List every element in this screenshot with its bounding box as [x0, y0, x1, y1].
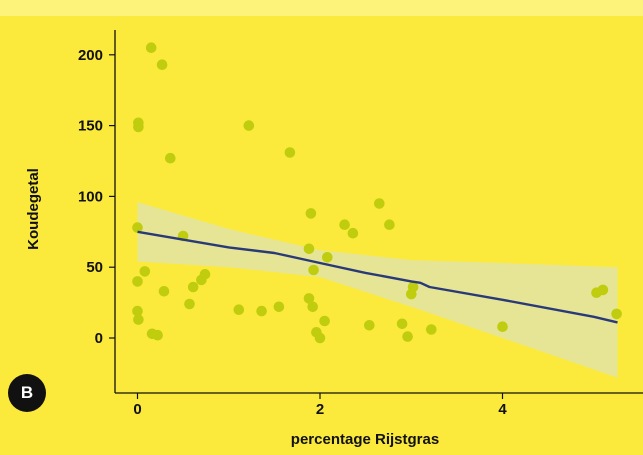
data-point	[319, 315, 330, 327]
x-tick-label: 4	[498, 401, 507, 418]
axes-layer	[114, 30, 643, 394]
data-point	[396, 318, 408, 330]
data-point	[152, 329, 163, 341]
confidence-band	[137, 202, 618, 378]
y-tick-label: 0	[95, 330, 103, 347]
y-tick-layer: 0 50 100 150 200	[78, 47, 115, 347]
y-tick-label: 150	[78, 118, 103, 135]
data-point	[158, 286, 170, 297]
data-points-layer	[132, 42, 622, 344]
data-point	[133, 314, 144, 325]
data-point	[199, 269, 211, 280]
panel-label-badge: B	[8, 374, 46, 412]
data-point	[611, 308, 622, 320]
data-point	[407, 281, 419, 293]
data-point	[497, 321, 508, 333]
y-tick-label: 100	[78, 188, 103, 205]
confidence-band-layer	[137, 202, 618, 378]
trend-line	[137, 230, 618, 324]
data-point	[132, 305, 143, 317]
data-point	[322, 251, 333, 263]
data-point	[139, 266, 151, 277]
data-point	[374, 198, 385, 209]
data-point	[273, 301, 285, 313]
data-point	[308, 264, 319, 276]
x-tick-label: 2	[316, 401, 324, 418]
data-point	[402, 331, 413, 342]
data-point	[597, 284, 609, 296]
data-point	[364, 320, 375, 331]
data-point	[303, 293, 315, 304]
data-point	[243, 120, 255, 131]
data-point	[384, 219, 395, 230]
y-axis-title: Koudegetal	[25, 168, 42, 250]
data-point	[339, 219, 350, 230]
data-point	[187, 281, 199, 293]
data-point	[284, 147, 296, 158]
x-axis-title: percentage Rijstgras	[291, 431, 439, 448]
data-point	[303, 243, 315, 255]
data-point	[165, 152, 176, 164]
data-point	[305, 208, 317, 219]
data-point	[307, 301, 319, 313]
data-point	[132, 222, 143, 233]
trend-line-layer	[137, 230, 618, 324]
data-point	[156, 59, 168, 70]
data-point	[132, 276, 143, 287]
data-point	[133, 121, 144, 133]
data-point	[184, 298, 195, 310]
data-point	[314, 332, 326, 344]
x-tick-label: 0	[133, 401, 141, 418]
data-point	[347, 227, 359, 239]
y-tick-label: 200	[78, 47, 103, 64]
data-point	[256, 305, 267, 317]
data-point	[426, 324, 437, 335]
data-point	[145, 42, 157, 53]
x-tick-layer: 0 2 4	[133, 393, 507, 418]
y-tick-label: 50	[86, 259, 103, 276]
top-band	[0, 0, 643, 16]
data-point	[233, 304, 245, 316]
